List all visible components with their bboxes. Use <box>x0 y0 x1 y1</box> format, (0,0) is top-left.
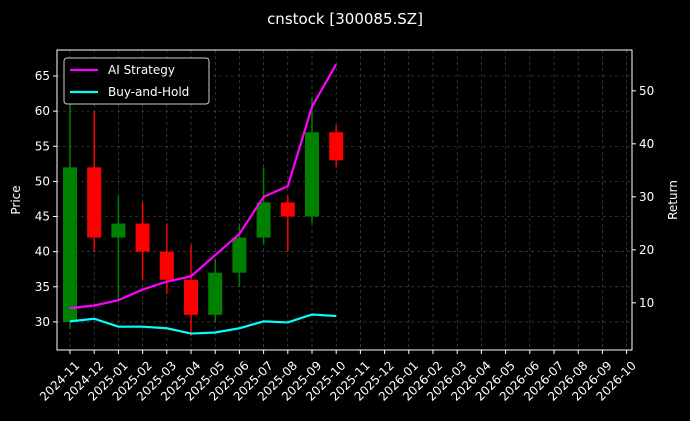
y-tick-label: 30 <box>35 315 50 329</box>
legend-label: AI Strategy <box>108 63 175 77</box>
legend-box <box>63 57 210 105</box>
candle-body <box>87 167 102 238</box>
candle-body <box>256 202 271 238</box>
candle-body <box>232 237 247 273</box>
y-tick-label: 40 <box>35 245 50 259</box>
candle-body <box>329 132 344 161</box>
y2-tick-label: 10 <box>639 296 654 310</box>
series-line <box>69 313 337 335</box>
y-tick-label: 60 <box>35 104 50 118</box>
candle-body <box>208 272 223 315</box>
y-tick-label: 55 <box>35 139 50 153</box>
y-tick-label: 35 <box>35 280 50 294</box>
y-axis-label: Price <box>9 185 23 214</box>
candle-body <box>305 132 319 217</box>
candle-body <box>184 279 198 315</box>
y2-tick-label: 30 <box>639 190 654 204</box>
chart-title: cnstock [300085.SZ] <box>267 10 423 28</box>
candle-body <box>159 251 174 280</box>
candle-body <box>111 223 126 238</box>
candle-body <box>63 167 77 322</box>
plot-frame <box>56 49 633 351</box>
legend-label: Buy-and-Hold <box>108 85 189 99</box>
y2-axis-label: Return <box>666 180 680 220</box>
y2-tick-label: 50 <box>639 84 654 98</box>
y-tick-label: 50 <box>35 174 50 188</box>
y2-tick-label: 20 <box>639 243 654 257</box>
y-tick-label: 45 <box>35 210 50 224</box>
candle-body <box>135 223 150 252</box>
y-tick-label: 65 <box>35 69 50 83</box>
series-line <box>69 63 338 310</box>
y2-tick-label: 40 <box>639 137 654 151</box>
candle-body <box>280 202 295 217</box>
